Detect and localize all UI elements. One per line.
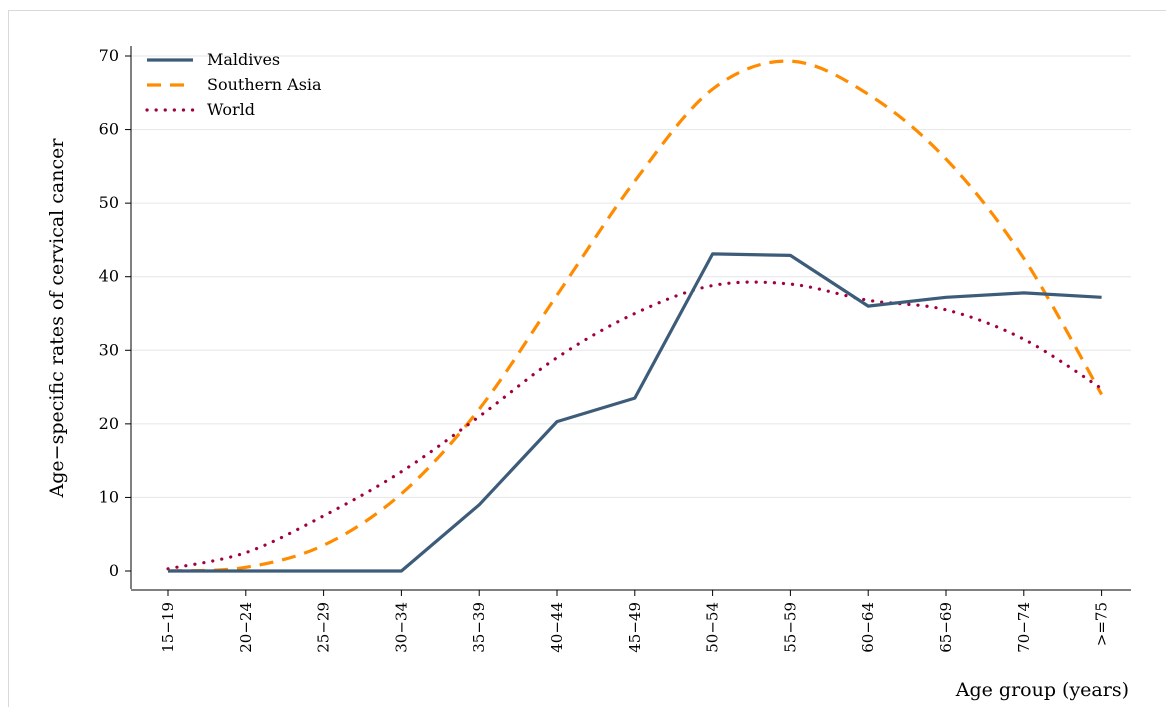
legend: Maldives Southern Asia World <box>145 50 322 119</box>
gridlines <box>131 55 1131 498</box>
y-tick-label: 20 <box>99 414 119 433</box>
y-axis-title: Age−specific rates of cervical cancer <box>46 138 68 499</box>
series-lines <box>166 59 1104 573</box>
x-axis: 15−19 20−24 25−29 30−34 35−39 40−44 45−49 50−54… <box>131 589 1131 653</box>
y-tick-label: 30 <box>99 340 119 359</box>
x-tick-label: 70−74 <box>1015 602 1033 653</box>
x-tick-label: 15−19 <box>159 602 177 653</box>
y-axis: 0 10 20 30 40 50 60 70 <box>99 46 132 589</box>
legend-label: Southern Asia <box>207 75 322 94</box>
x-tick-label: 55−59 <box>781 602 799 653</box>
x-tick-label: 25−29 <box>315 602 333 653</box>
series-line-world <box>166 280 1104 571</box>
x-tick-label: 35−39 <box>470 602 488 653</box>
x-tick-label: 60−64 <box>859 602 877 653</box>
y-tick-label: 70 <box>99 46 119 65</box>
x-tick-label: 65−69 <box>937 602 955 653</box>
legend-label: World <box>207 100 255 119</box>
legend-label: Maldives <box>207 50 280 69</box>
x-tick-label: 20−24 <box>237 602 255 653</box>
x-tick-label: 45−49 <box>626 602 644 653</box>
y-tick-label: 60 <box>99 120 119 139</box>
y-tick-label: 0 <box>109 561 119 580</box>
y-tick-label: 40 <box>99 267 119 286</box>
x-tick-label: >=75 <box>1093 602 1111 646</box>
x-axis-title: Age group (years) <box>955 679 1129 701</box>
series-line-southern-asia <box>167 59 1103 573</box>
x-tick-label: 50−54 <box>704 602 722 653</box>
y-tick-label: 10 <box>99 487 119 506</box>
y-tick-label: 50 <box>99 193 119 212</box>
x-tick-label: 40−44 <box>548 602 566 653</box>
chart-frame <box>8 10 1166 707</box>
series-line-maldives <box>168 252 1102 573</box>
x-tick-label: 30−34 <box>392 602 410 653</box>
